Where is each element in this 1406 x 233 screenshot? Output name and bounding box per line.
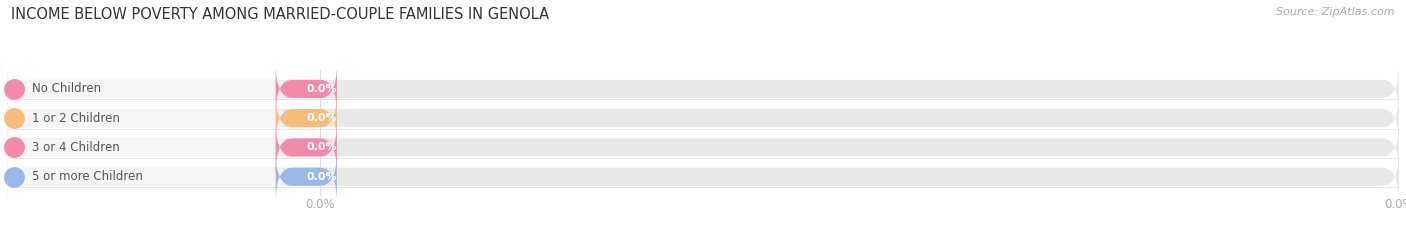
Text: 0.0%: 0.0%	[1384, 198, 1406, 211]
FancyBboxPatch shape	[7, 151, 292, 203]
Text: 0.0%: 0.0%	[307, 142, 337, 152]
Text: 3 or 4 Children: 3 or 4 Children	[32, 141, 120, 154]
FancyBboxPatch shape	[276, 121, 337, 174]
Text: 1 or 2 Children: 1 or 2 Children	[32, 112, 120, 125]
Text: Source: ZipAtlas.com: Source: ZipAtlas.com	[1277, 7, 1395, 17]
FancyBboxPatch shape	[276, 151, 337, 203]
FancyBboxPatch shape	[276, 63, 337, 115]
FancyBboxPatch shape	[7, 63, 292, 115]
Text: 0.0%: 0.0%	[307, 84, 337, 94]
FancyBboxPatch shape	[7, 63, 1399, 115]
Text: INCOME BELOW POVERTY AMONG MARRIED-COUPLE FAMILIES IN GENOLA: INCOME BELOW POVERTY AMONG MARRIED-COUPL…	[11, 7, 550, 22]
Text: 5 or more Children: 5 or more Children	[32, 170, 143, 183]
FancyBboxPatch shape	[7, 121, 292, 174]
FancyBboxPatch shape	[7, 92, 292, 144]
FancyBboxPatch shape	[7, 151, 1399, 203]
FancyBboxPatch shape	[7, 92, 1399, 144]
Text: 0.0%: 0.0%	[307, 113, 337, 123]
FancyBboxPatch shape	[7, 121, 1399, 174]
Text: 0.0%: 0.0%	[307, 172, 337, 182]
FancyBboxPatch shape	[276, 92, 337, 144]
Text: 0.0%: 0.0%	[305, 198, 335, 211]
Text: No Children: No Children	[32, 82, 101, 96]
